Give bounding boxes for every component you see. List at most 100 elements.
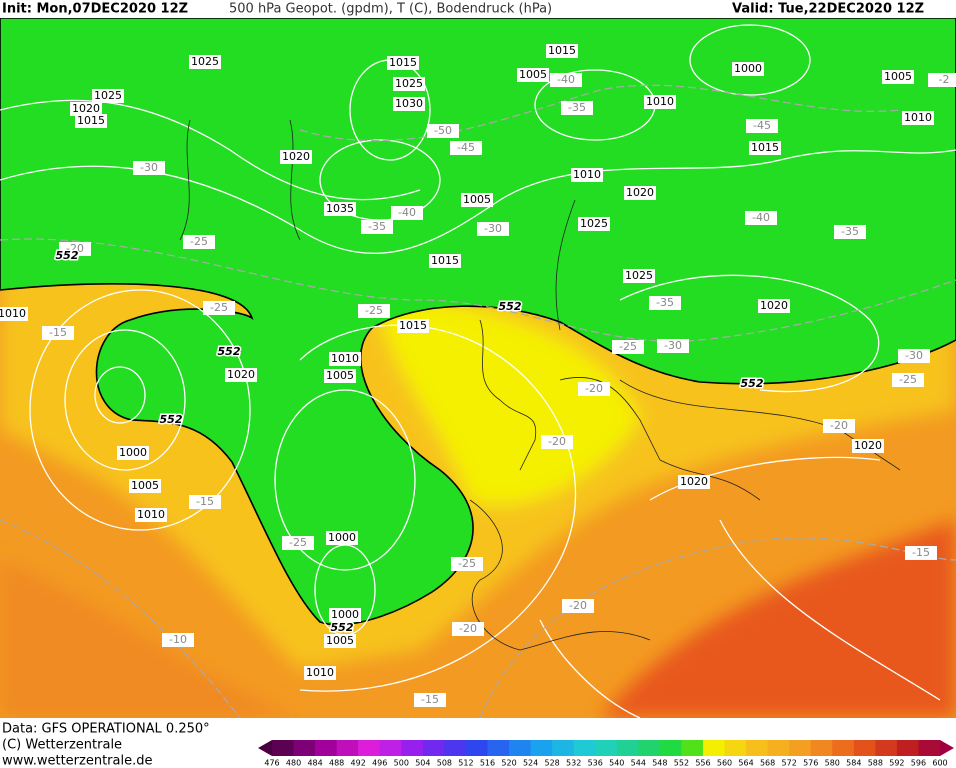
header-bar bbox=[0, 0, 956, 18]
pressure-label-box bbox=[517, 68, 549, 82]
temperature-label: -20 bbox=[585, 382, 603, 395]
colorbar-label: 516 bbox=[480, 759, 495, 768]
pressure-label-box bbox=[135, 508, 167, 522]
temperature-label-box bbox=[451, 557, 483, 571]
pressure-label-box bbox=[678, 475, 710, 489]
temperature-label: -45 bbox=[753, 119, 771, 132]
colorbar-label: 496 bbox=[372, 759, 387, 768]
temperature-label-box bbox=[834, 225, 866, 239]
pressure-label-box bbox=[0, 307, 28, 321]
pressure-label: 1000 bbox=[331, 608, 359, 621]
pressure-label-box bbox=[902, 111, 934, 125]
temperature-label: -30 bbox=[140, 161, 158, 174]
colorbar-cell bbox=[681, 740, 704, 756]
temperature-label: -40 bbox=[398, 206, 416, 219]
pressure-label: 1035 bbox=[326, 202, 354, 215]
pressure-label-box bbox=[70, 102, 102, 116]
temperature-label: -30 bbox=[664, 339, 682, 352]
pressure-label: 1005 bbox=[463, 193, 491, 206]
temperature-label-box bbox=[550, 73, 582, 87]
temperature-label-box bbox=[823, 419, 855, 433]
colorbar-label: 548 bbox=[652, 759, 667, 768]
colorbar-label: 556 bbox=[695, 759, 710, 768]
pressure-label: 1015 bbox=[77, 114, 105, 127]
pressure-label: 1025 bbox=[625, 269, 653, 282]
temperature-label: -45 bbox=[457, 141, 475, 154]
temperature-label-box bbox=[361, 220, 393, 234]
pressure-label-box bbox=[429, 254, 461, 268]
pressure-label: 1025 bbox=[580, 217, 608, 230]
pressure-label: 1005 bbox=[884, 70, 912, 83]
height-label: 552 bbox=[160, 413, 183, 426]
colorbar-cell bbox=[702, 740, 726, 756]
pressure-label: 1020 bbox=[282, 150, 310, 163]
colorbar-cell bbox=[358, 740, 381, 756]
pressure-label: 1025 bbox=[191, 55, 219, 68]
init-time: Init: Mon,07DEC2020 12Z bbox=[2, 2, 188, 17]
colorbar-cell bbox=[896, 740, 919, 756]
temperature-label: -40 bbox=[752, 211, 770, 224]
pressure-label-box bbox=[324, 202, 356, 216]
colorbar-cell bbox=[293, 740, 316, 756]
pressure-label-box bbox=[324, 634, 356, 648]
colorbar-label: 512 bbox=[458, 759, 473, 768]
valid-time: Valid: Tue,22DEC2020 12Z bbox=[732, 2, 924, 17]
temperature-label-box bbox=[450, 141, 482, 155]
pressure-label-box bbox=[571, 168, 603, 182]
temperature-label: -10 bbox=[169, 633, 187, 646]
pressure-label: 1010 bbox=[904, 111, 932, 124]
colorbar-cell bbox=[832, 740, 855, 756]
height-label: 552 bbox=[499, 300, 522, 313]
temperature-label-box bbox=[541, 435, 573, 449]
colorbar-cell bbox=[552, 740, 575, 756]
temperature-label: -15 bbox=[49, 326, 67, 339]
pressure-label-box bbox=[92, 89, 124, 103]
colorbar-cell bbox=[918, 740, 941, 756]
pressure-label: 1000 bbox=[328, 531, 356, 544]
pressure-label: 1010 bbox=[306, 666, 334, 679]
pressure-label-box bbox=[387, 56, 419, 70]
temperature-label-box bbox=[414, 693, 446, 707]
pressure-label: 1010 bbox=[137, 508, 165, 521]
colorbar-label: 540 bbox=[609, 759, 624, 768]
pressure-label-box bbox=[624, 186, 656, 200]
colorbar-cell bbox=[272, 740, 295, 756]
pressure-label-box bbox=[393, 97, 425, 111]
pressure-label-box bbox=[329, 352, 361, 366]
isobars bbox=[0, 24, 956, 718]
colorbar-cell bbox=[789, 740, 812, 756]
colorbar-label: 492 bbox=[351, 759, 366, 768]
pressure-label: 1005 bbox=[326, 634, 354, 647]
pressure-label-box bbox=[225, 368, 257, 382]
pressure-label-box bbox=[129, 479, 161, 493]
temperature-label-box bbox=[59, 242, 91, 256]
colorbar-label: 524 bbox=[523, 759, 538, 768]
temperature-label: -15 bbox=[196, 495, 214, 508]
colorbar-cell bbox=[616, 740, 639, 756]
colorbar-label: 536 bbox=[588, 759, 603, 768]
pressure-label-box bbox=[397, 319, 429, 333]
height-label: 552 bbox=[218, 345, 241, 358]
pressure-label: 1000 bbox=[734, 62, 762, 75]
temperature-label: -50 bbox=[434, 124, 452, 137]
colorbar-label: 600 bbox=[932, 759, 947, 768]
pressure-label: 1025 bbox=[94, 89, 122, 102]
colorbar-label: 520 bbox=[501, 759, 516, 768]
colorbar-label: 508 bbox=[437, 759, 452, 768]
colorbar-label: 560 bbox=[717, 759, 732, 768]
pressure-label: 1015 bbox=[548, 44, 576, 57]
temperature-label: -35 bbox=[568, 101, 586, 114]
colorbar-cell bbox=[767, 740, 790, 756]
pressure-label-box bbox=[578, 217, 610, 231]
pressure-label: 1020 bbox=[227, 368, 255, 381]
pressure-label: 1000 bbox=[119, 446, 147, 459]
colorbar-label: 564 bbox=[738, 759, 753, 768]
pressure-label-box bbox=[326, 531, 358, 545]
colorbar-cell bbox=[509, 740, 532, 756]
temperature-label: -25 bbox=[289, 536, 307, 549]
temperature-label: -20 bbox=[66, 242, 84, 255]
pressure-label-box bbox=[189, 55, 221, 69]
temperature-label: -15 bbox=[421, 693, 439, 706]
